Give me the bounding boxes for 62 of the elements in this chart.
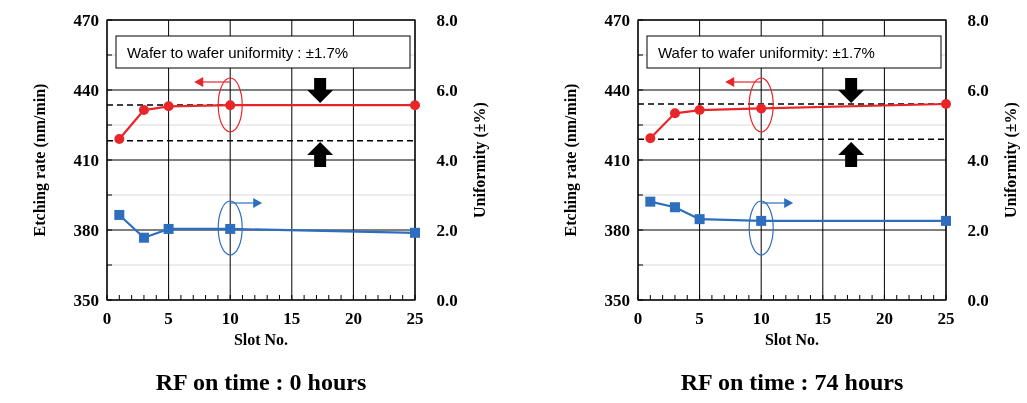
y2-tick-label: 0.0 <box>967 291 989 310</box>
x-tick-label: 20 <box>875 309 893 328</box>
x-tick-label: 15 <box>283 309 301 328</box>
x-tick-label: 5 <box>164 309 173 328</box>
y-tick-label: 440 <box>604 81 630 100</box>
point <box>669 202 680 213</box>
y-tick-label: 410 <box>604 151 630 170</box>
point <box>410 100 420 111</box>
y-tick-label: 380 <box>73 221 99 240</box>
point <box>941 215 951 226</box>
point <box>138 232 149 243</box>
point <box>225 223 236 234</box>
y-tick-label: 350 <box>73 291 99 310</box>
x-tick-label: 10 <box>752 309 770 328</box>
x-tick-label: 25 <box>406 309 424 328</box>
point <box>756 103 767 114</box>
point <box>114 134 125 144</box>
point <box>941 99 951 109</box>
y2-tick-label: 8.0 <box>436 11 458 30</box>
point <box>163 101 174 112</box>
y-tick-label: 380 <box>604 221 630 240</box>
y-tick-label: 470 <box>73 11 99 30</box>
y-tick-label: 440 <box>73 81 99 100</box>
y2-axis-title: Uniformity (±%) <box>471 102 489 218</box>
x-axis-title: Slot No. <box>233 331 289 348</box>
y2-tick-label: 2.0 <box>967 221 989 240</box>
x-tick-label: 0 <box>633 309 643 328</box>
y2-tick-label: 4.0 <box>436 151 458 170</box>
y-tick-label: 470 <box>604 11 630 30</box>
y-axis-title: Etching rate (nm/min) <box>31 83 49 237</box>
point <box>138 105 149 116</box>
y2-tick-label: 6.0 <box>967 81 989 100</box>
y2-tick-label: 6.0 <box>436 81 458 100</box>
y2-tick-label: 2.0 <box>436 221 458 240</box>
y-axis-title: Etching rate (nm/min) <box>562 83 580 237</box>
annotation: Wafer to wafer uniformity : ±1.7% <box>127 44 349 61</box>
y2-tick-label: 8.0 <box>967 11 989 30</box>
point <box>225 100 236 111</box>
x-tick-label: 10 <box>221 309 239 328</box>
x-axis-title: Slot No. <box>764 331 820 348</box>
text: RF on time : 74 hours <box>680 369 904 395</box>
text: RF on time : 0 hours <box>155 369 367 395</box>
point <box>114 209 125 220</box>
annotation: Wafer to wafer uniformity: ±1.7% <box>658 44 875 61</box>
point <box>410 227 420 238</box>
point <box>669 108 680 119</box>
y2-tick-label: 4.0 <box>967 151 989 170</box>
point <box>694 214 705 225</box>
x-tick-label: 0 <box>102 309 112 328</box>
x-tick-label: 20 <box>344 309 362 328</box>
point <box>694 105 705 116</box>
x-tick-label: 25 <box>937 309 955 328</box>
y-tick-label: 350 <box>604 291 630 310</box>
y2-tick-label: 0.0 <box>436 291 458 310</box>
y2-axis-title: Uniformity (±%) <box>1002 102 1020 218</box>
x-tick-label: 5 <box>695 309 704 328</box>
x-tick-label: 15 <box>814 309 832 328</box>
point <box>163 223 174 234</box>
point <box>756 215 767 226</box>
point <box>645 133 656 144</box>
point <box>645 196 656 207</box>
y-tick-label: 410 <box>73 151 99 170</box>
